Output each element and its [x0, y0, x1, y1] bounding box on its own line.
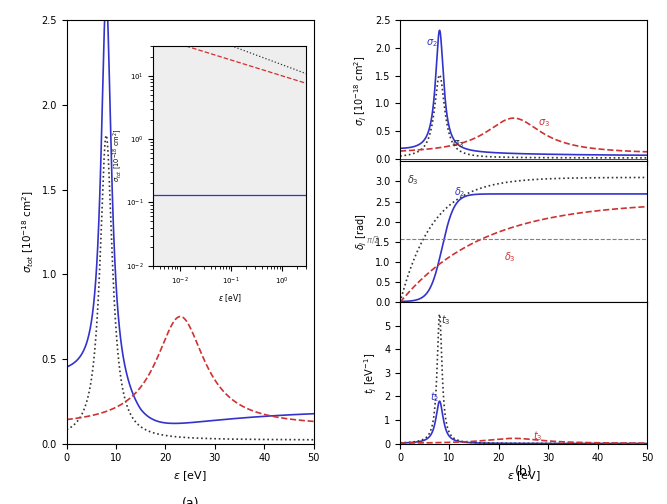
Text: $t_3$: $t_3$	[534, 429, 543, 443]
Y-axis label: $t_j\ [\mathrm{eV}^{-1}]$: $t_j\ [\mathrm{eV}^{-1}]$	[362, 352, 379, 394]
Text: (a): (a)	[181, 497, 199, 504]
Text: $t_3$: $t_3$	[441, 313, 450, 328]
Text: $\sigma_3$: $\sigma_3$	[538, 117, 550, 129]
Text: $\delta_3$: $\delta_3$	[408, 173, 419, 187]
Text: $\delta_2$: $\delta_2$	[454, 185, 466, 200]
Text: $\sigma_3$: $\sigma_3$	[452, 138, 464, 150]
Y-axis label: $\sigma_j\ [10^{-18}\ \mathrm{cm}^2]$: $\sigma_j\ [10^{-18}\ \mathrm{cm}^2]$	[353, 55, 370, 126]
Text: $\pi/2$: $\pi/2$	[366, 233, 380, 244]
Text: (b): (b)	[515, 465, 532, 478]
X-axis label: $\varepsilon$ [eV]: $\varepsilon$ [eV]	[507, 469, 540, 483]
Text: $\sigma_2$: $\sigma_2$	[426, 37, 438, 49]
Y-axis label: $\sigma_{tot}\ [10^{-18}\ \mathrm{cm}^2]$: $\sigma_{tot}\ [10^{-18}\ \mathrm{cm}^2]…	[20, 191, 36, 273]
Y-axis label: $\delta_j\ [\mathrm{rad}]$: $\delta_j\ [\mathrm{rad}]$	[355, 214, 370, 250]
Text: $t_2$: $t_2$	[430, 390, 439, 404]
Text: $\delta_3$: $\delta_3$	[504, 250, 516, 264]
X-axis label: $\varepsilon$ [eV]: $\varepsilon$ [eV]	[173, 469, 207, 483]
